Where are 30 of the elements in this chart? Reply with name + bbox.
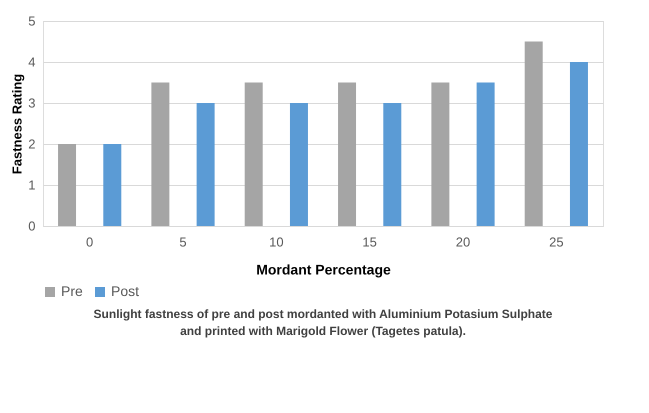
bar xyxy=(383,103,402,226)
text: and printed with Marigold Flower (Tagetes patula). xyxy=(180,324,466,338)
legend-label: Pre xyxy=(61,283,83,299)
x-tick-label: 20 xyxy=(456,234,470,250)
y-tick-label: 0 xyxy=(28,218,36,234)
bar xyxy=(290,103,308,226)
x-tick-label: 5 xyxy=(179,234,187,250)
x-axis-title: Mordant Percentage xyxy=(256,262,392,278)
bar xyxy=(196,103,215,226)
x-tick-label: 25 xyxy=(549,234,564,250)
bar xyxy=(431,82,450,226)
bar xyxy=(58,144,76,226)
y-tick-label: 4 xyxy=(28,54,36,70)
y-axis-title: Fastness Rating xyxy=(9,74,24,174)
bar xyxy=(151,82,170,226)
bar xyxy=(103,144,122,226)
x-tick-label: 15 xyxy=(362,234,377,250)
text: Sunlight fastness of pre and post mordanted with Aluminium Potasium Sulphate xyxy=(94,307,553,321)
x-tick-label: 0 xyxy=(86,234,94,250)
y-tick-label: 1 xyxy=(28,178,36,192)
y-tick-label: 5 xyxy=(28,14,36,28)
bar xyxy=(244,82,263,226)
x-tick-label: 10 xyxy=(269,234,284,250)
bar xyxy=(476,82,495,226)
y-tick-label: 2 xyxy=(28,136,36,152)
bar xyxy=(338,82,356,226)
bar xyxy=(524,42,543,226)
y-tick-label: 3 xyxy=(28,96,36,110)
bar xyxy=(570,62,588,226)
legend-label: Post xyxy=(111,283,140,299)
